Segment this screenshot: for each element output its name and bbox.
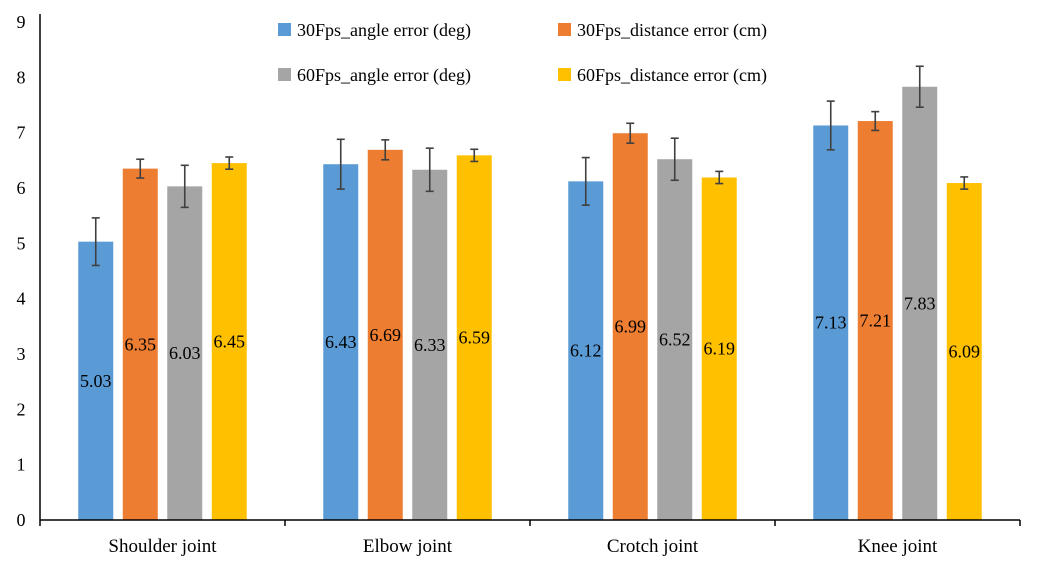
y-tick-label: 6 (17, 178, 26, 198)
data-label: 6.35 (125, 334, 157, 354)
data-label: 6.69 (370, 325, 402, 345)
y-tick-label: 1 (17, 455, 26, 475)
data-label: 6.52 (659, 330, 691, 350)
data-label: 6.59 (459, 328, 491, 348)
category-label: Crotch joint (607, 536, 699, 557)
data-label: 6.09 (949, 342, 981, 362)
y-tick-label: 0 (17, 510, 26, 530)
bar (857, 121, 893, 521)
category-label: Elbow joint (363, 536, 453, 557)
y-tick-label: 4 (17, 289, 26, 309)
bar (167, 186, 203, 520)
bar (456, 155, 492, 520)
legend-label: 60Fps_distance error (cm) (577, 65, 767, 86)
y-axis-ticks: 0 1 2 3 4 5 6 7 8 9 (17, 12, 26, 530)
legend-swatch (558, 23, 571, 36)
bar (412, 169, 448, 521)
y-tick-label: 5 (17, 233, 26, 253)
bar (657, 159, 693, 520)
legend-swatch (558, 68, 571, 81)
category-label: Shoulder joint (108, 536, 217, 557)
y-tick-label: 7 (17, 123, 26, 143)
bar (902, 86, 938, 521)
y-tick-label: 3 (17, 344, 26, 364)
data-label: 5.03 (80, 371, 112, 391)
data-label: 6.19 (704, 339, 736, 359)
legend: 30Fps_angle error (deg) 30Fps_distance er… (278, 20, 767, 86)
legend-swatch (278, 68, 291, 81)
category-label: Knee joint (858, 536, 938, 557)
x-axis-ticks (39, 520, 1021, 526)
data-labels-layer: 5.03 6.43 6.12 7.13 6.35 6.69 6.99 7.21 6.03 6.33… (80, 293, 980, 390)
bar (568, 181, 604, 521)
bar (813, 125, 849, 521)
bar (78, 241, 114, 520)
bar (946, 183, 982, 520)
data-label: 6.43 (325, 332, 357, 352)
legend-label: 60Fps_angle error (deg) (297, 65, 471, 86)
bar (211, 163, 247, 520)
y-tick-label: 9 (17, 12, 26, 32)
bars-layer (78, 86, 982, 521)
bar (122, 168, 158, 520)
bar (701, 177, 737, 520)
data-label: 6.45 (214, 332, 246, 352)
data-label: 7.21 (860, 311, 892, 331)
bar (323, 164, 359, 520)
data-label: 6.12 (570, 341, 602, 361)
data-label: 6.33 (414, 335, 446, 355)
bar (367, 149, 403, 520)
data-label: 7.83 (904, 293, 936, 313)
legend-label: 30Fps_angle error (deg) (297, 20, 471, 41)
error-bars-layer (91, 65, 969, 267)
y-tick-label: 8 (17, 67, 26, 87)
data-label: 6.99 (615, 317, 647, 337)
legend-label: 30Fps_distance error (cm) (577, 20, 767, 41)
legend-swatch (278, 23, 291, 36)
bar (612, 133, 648, 520)
data-label: 6.03 (169, 343, 201, 363)
y-tick-label: 2 (17, 399, 26, 419)
data-label: 7.13 (815, 313, 847, 333)
category-labels: Shoulder joint Elbow joint Crotch joint Kne… (108, 536, 938, 557)
